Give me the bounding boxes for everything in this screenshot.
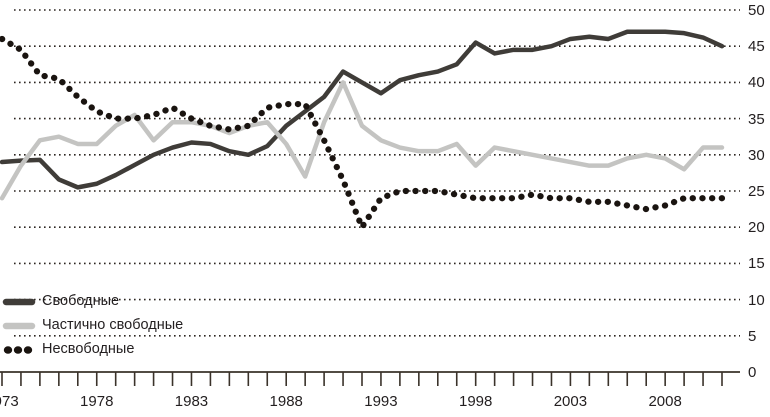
y-axis-tick-label: 15: [748, 255, 765, 273]
legend-swatch-dotted: [23, 346, 33, 354]
y-axis-tick-label: 10: [748, 291, 765, 309]
legend-marks-group: [2, 298, 36, 354]
x-axis-tick-label: 2008: [648, 393, 682, 410]
series-line-2: [0, 35, 726, 231]
y-axis-tick-label: 30: [748, 146, 765, 164]
legend-item-partly-free-label: Частично свободные: [42, 317, 184, 333]
y-axis-tick-label: 5: [748, 327, 757, 345]
series-line-0: [0, 29, 725, 190]
x-axis-group: [0, 371, 740, 386]
y-axis-tick-label: 0: [748, 364, 757, 381]
y-axis-tick-label: 35: [748, 110, 765, 128]
x-axis-tick-label: 1978: [80, 393, 114, 410]
x-axis-tick-label: 1973: [0, 393, 19, 410]
series-line-1: [0, 80, 725, 201]
x-axis-tick-label: 1983: [174, 393, 209, 410]
x-axis-tick-label: 2003: [553, 393, 588, 410]
legend-item-not-free-label: Несвободные: [42, 341, 135, 357]
legend-swatch-dotted: [13, 346, 23, 354]
series-group: [0, 29, 726, 231]
x-axis-tick-label: 1988: [269, 393, 303, 410]
y-axis-tick-label: 25: [748, 183, 765, 200]
y-axis-tick-label: 45: [748, 38, 765, 56]
y-axis-tick-label: 20: [748, 219, 765, 237]
legend-item-free-label: Свободные: [42, 293, 120, 309]
x-axis-tick-label: 1998: [458, 393, 493, 410]
legend-swatch-dotted: [3, 346, 13, 354]
y-axis-tick-label: 40: [748, 74, 765, 92]
x-axis-tick-label: 1993: [364, 393, 398, 410]
y-axis-tick-label: 50: [748, 2, 765, 19]
